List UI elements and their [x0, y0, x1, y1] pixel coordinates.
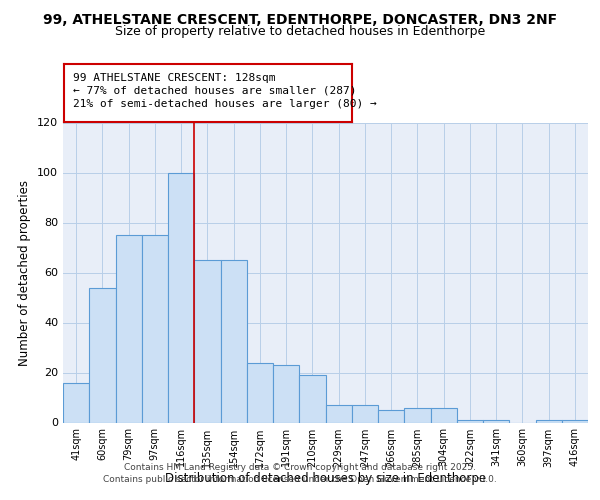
Text: 99 ATHELSTANE CRESCENT: 128sqm
← 77% of detached houses are smaller (287)
21% of: 99 ATHELSTANE CRESCENT: 128sqm ← 77% of …	[73, 72, 377, 109]
Bar	[221, 260, 247, 422]
Bar	[404, 408, 431, 422]
Bar	[457, 420, 483, 422]
Bar	[562, 420, 588, 422]
Bar	[536, 420, 562, 422]
Bar	[194, 260, 221, 422]
Bar	[483, 420, 509, 422]
X-axis label: Distribution of detached houses by size in Edenthorpe: Distribution of detached houses by size …	[165, 472, 486, 486]
Bar	[431, 408, 457, 422]
Bar	[352, 405, 378, 422]
Bar	[378, 410, 404, 422]
Text: Contains HM Land Registry data © Crown copyright and database right 2025.: Contains HM Land Registry data © Crown c…	[124, 462, 476, 471]
Y-axis label: Number of detached properties: Number of detached properties	[19, 180, 31, 366]
Bar	[299, 375, 325, 422]
Bar	[273, 365, 299, 422]
Bar	[142, 235, 168, 422]
Bar	[247, 362, 273, 422]
Text: 99, ATHELSTANE CRESCENT, EDENTHORPE, DONCASTER, DN3 2NF: 99, ATHELSTANE CRESCENT, EDENTHORPE, DON…	[43, 12, 557, 26]
Bar	[325, 405, 352, 422]
Bar	[115, 235, 142, 422]
Bar	[168, 172, 194, 422]
Text: Contains public sector information licensed under the Open Government Licence v3: Contains public sector information licen…	[103, 475, 497, 484]
Text: Size of property relative to detached houses in Edenthorpe: Size of property relative to detached ho…	[115, 25, 485, 38]
Bar	[63, 382, 89, 422]
Bar	[89, 288, 115, 422]
